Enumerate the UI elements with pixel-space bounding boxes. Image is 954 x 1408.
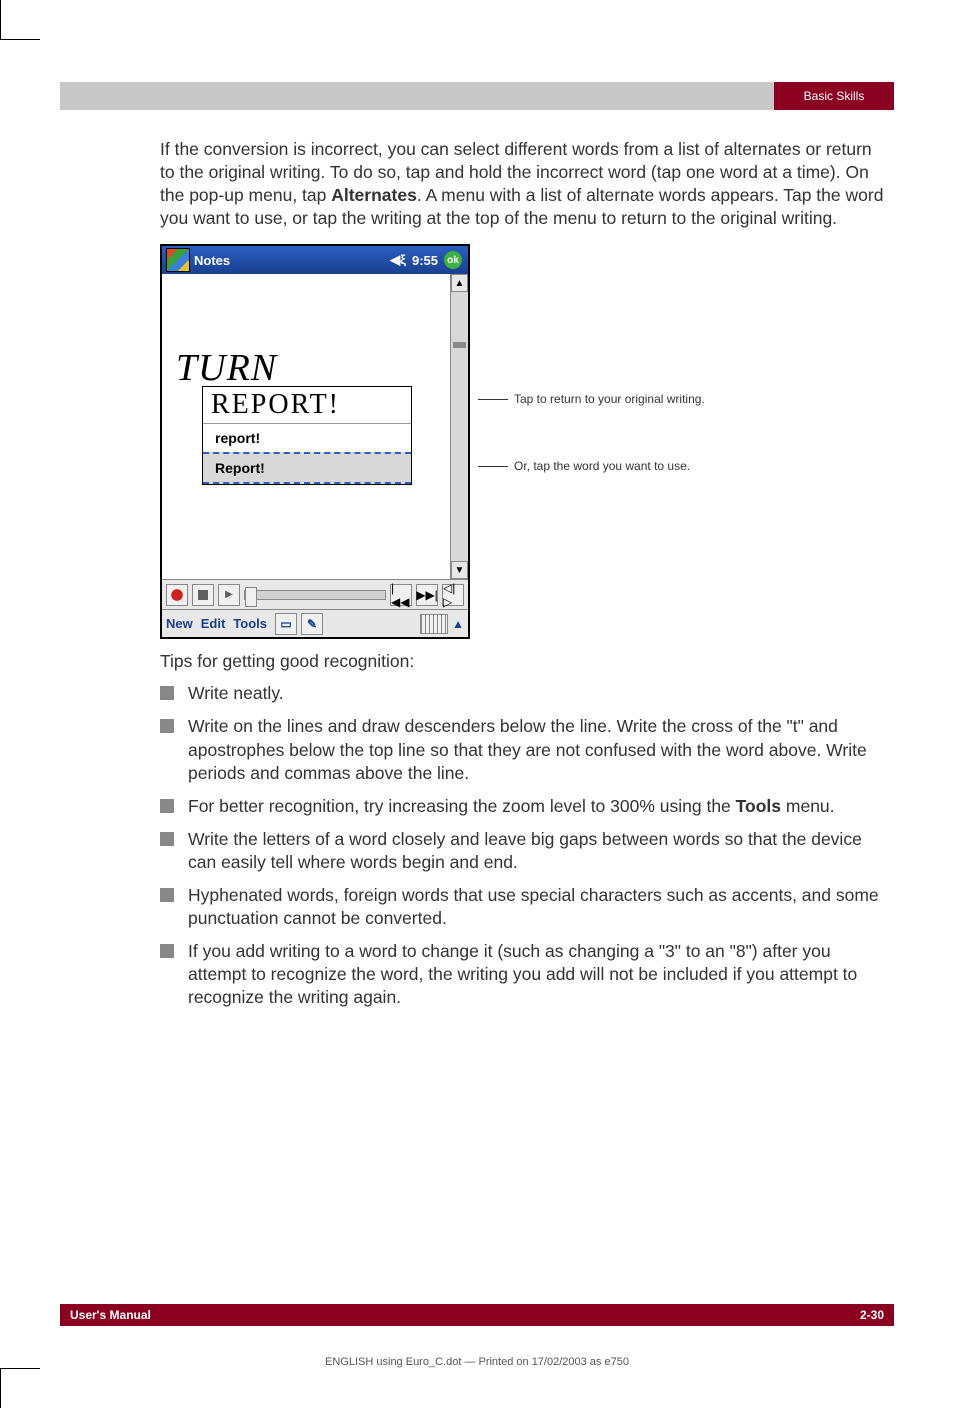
tip-text-2-post: menu. [781, 796, 835, 816]
callout-line-1 [478, 399, 508, 400]
scroll-up-icon[interactable]: ▲ [451, 274, 468, 292]
crop-mark-tl [0, 0, 40, 40]
intro-paragraph: If the conversion is incorrect, you can … [160, 138, 884, 230]
callout-text-1: Tap to return to your original writing. [514, 392, 705, 406]
header-bar: Basic Skills [60, 82, 894, 110]
tip-item: For better recognition, try increasing t… [160, 795, 884, 818]
window-title: Notes [194, 253, 390, 268]
square-bullet-icon [160, 832, 174, 846]
square-bullet-icon [160, 719, 174, 733]
alternates-menu: REPORT! report! Report! [202, 386, 412, 485]
menubar: New Edit Tools ▭ ✎ ▲ [162, 609, 468, 637]
tip-text-2: For better recognition, try increasing t… [188, 795, 835, 818]
window-titlebar: Notes ◀ξ 9:55 ok [162, 246, 468, 274]
callout-1: Tap to return to your original writing. [478, 392, 705, 406]
alternates-item-0[interactable]: report! [203, 424, 411, 452]
square-bullet-icon [160, 799, 174, 813]
menu-tools[interactable]: Tools [233, 616, 267, 631]
keyboard-icon[interactable] [420, 614, 448, 634]
square-bullet-icon [160, 686, 174, 700]
input-panel-up-icon[interactable]: ▲ [452, 617, 464, 631]
square-bullet-icon [160, 888, 174, 902]
tip-text-1: Write on the lines and draw descenders b… [188, 715, 884, 784]
callout-line-2 [478, 466, 508, 467]
rewind-button[interactable]: |◀◀ [390, 584, 412, 606]
menu-edit[interactable]: Edit [201, 616, 226, 631]
footer-bar: User's Manual 2-30 [60, 1304, 894, 1326]
playback-toolbar: |◀◀ ▶▶| ◁|▷ [162, 579, 468, 609]
speaker-icon[interactable]: ◀ξ [390, 252, 406, 268]
callout-text-2: Or, tap the word you want to use. [514, 459, 690, 473]
tip-item: Hyphenated words, foreign words that use… [160, 884, 884, 930]
cassette-icon[interactable]: ▭ [275, 613, 297, 635]
windows-flag-icon[interactable] [166, 248, 190, 272]
alternates-handwritten[interactable]: REPORT! [203, 387, 411, 424]
footer-right: 2-30 [860, 1308, 884, 1322]
intro-bold: Alternates [331, 185, 417, 205]
menu-new[interactable]: New [166, 616, 193, 631]
figure-row: Notes ◀ξ 9:55 ok TURN REPORT! report! Re… [160, 244, 894, 639]
tip-text-0: Write neatly. [188, 682, 284, 705]
tips-list: Write neatly. Write on the lines and dra… [160, 682, 884, 1009]
forward-button[interactable]: ▶▶| [416, 584, 438, 606]
play-button[interactable] [218, 584, 240, 606]
tip-text-2-pre: For better recognition, try increasing t… [188, 796, 736, 816]
tip-item: Write the letters of a word closely and … [160, 828, 884, 874]
tip-text-4: Hyphenated words, foreign words that use… [188, 884, 884, 930]
footer-note: ENGLISH using Euro_C.dot — Printed on 17… [0, 1356, 954, 1368]
pen-icon[interactable]: ✎ [301, 613, 323, 635]
canvas-area: TURN REPORT! report! Report! ▲ ▼ [162, 274, 468, 579]
crop-mark-bl [0, 1368, 40, 1408]
clock-label[interactable]: 9:55 [412, 253, 438, 268]
scroll-track[interactable] [451, 292, 468, 561]
tip-text-5: If you add writing to a word to change i… [188, 940, 884, 1009]
tip-text-2-bold: Tools [736, 796, 781, 816]
notes-screenshot: Notes ◀ξ 9:55 ok TURN REPORT! report! Re… [160, 244, 470, 639]
footer-left: User's Manual [70, 1308, 151, 1322]
tip-text-3: Write the letters of a word closely and … [188, 828, 884, 874]
end-button[interactable]: ◁|▷ [442, 584, 464, 606]
playback-slider[interactable] [244, 590, 386, 600]
scroll-down-icon[interactable]: ▼ [451, 561, 468, 579]
tips-heading: Tips for getting good recognition: [160, 651, 894, 672]
header-section-label: Basic Skills [774, 82, 894, 110]
vertical-scrollbar[interactable]: ▲ ▼ [450, 274, 468, 579]
stop-button[interactable] [192, 584, 214, 606]
ok-button[interactable]: ok [444, 251, 462, 269]
record-button[interactable] [166, 584, 188, 606]
header-bar-grey [60, 82, 774, 110]
alternates-item-1[interactable]: Report! [203, 452, 411, 484]
callouts: Tap to return to your original writing. … [478, 244, 894, 604]
canvas-main[interactable]: TURN REPORT! report! Report! [162, 274, 450, 579]
square-bullet-icon [160, 944, 174, 958]
callout-2: Or, tap the word you want to use. [478, 459, 690, 473]
tip-item: Write on the lines and draw descenders b… [160, 715, 884, 784]
scroll-grip-icon[interactable] [453, 342, 466, 348]
tip-item: Write neatly. [160, 682, 884, 705]
page: Basic Skills If the conversion is incorr… [60, 40, 894, 1368]
tip-item: If you add writing to a word to change i… [160, 940, 884, 1009]
handwriting-turn[interactable]: TURN [176, 346, 277, 390]
